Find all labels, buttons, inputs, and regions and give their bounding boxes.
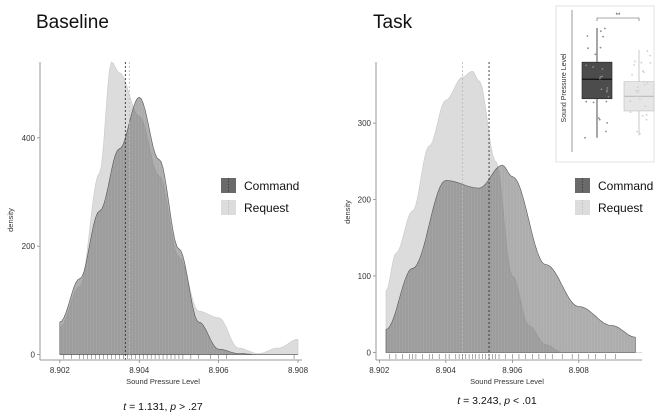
y-tick-label: 0 [367,348,372,357]
jitter-point [594,53,597,56]
y-tick-label: 400 [22,134,36,143]
x-tick-label: 8.908 [569,366,590,375]
jitter-point [646,50,649,52]
jitter-point [599,77,601,80]
jitter-point [649,54,651,57]
jitter-point [636,86,639,89]
jitter-point [585,64,588,67]
x-tick-label: 8.906 [502,366,523,375]
inset-boxplot: Sound Pressure Level ** [555,5,655,163]
jitter-point [602,35,605,38]
jitter-point [599,46,602,49]
jitter-point [606,90,608,93]
y-tick-label: 100 [358,272,372,281]
jitter-point [606,121,609,124]
panel-title: Task [373,12,413,33]
x-axis-title: Sound Pressure Level [470,377,544,386]
jitter-point [642,70,644,72]
jitter-point [629,111,632,113]
jitter-point [637,89,640,92]
density-texture [59,97,298,355]
jitter-point [606,89,608,92]
baseline-legend: Command Request [221,178,299,215]
x-tick-label: 8.904 [436,366,457,375]
y-tick-label: 300 [358,119,372,128]
jitter-point [587,47,589,50]
y-axis-title: density [343,200,352,224]
jitter-point [605,100,608,103]
jitter-point [584,136,586,139]
jitter-point [638,132,641,135]
x-tick-label: 8.902 [50,366,71,375]
jitter-point [600,88,603,91]
y-axis-title: density [6,208,15,232]
baseline-plot-area: 8.902 8.904 8.906 8.908 0 200 400 [22,61,309,375]
jitter-point [643,80,646,83]
jitter-point [629,100,632,102]
x-tick-label: 8.908 [288,366,309,375]
density-texture [386,165,636,353]
t-test-result: t = 3.243, p < .01 [457,395,537,407]
jitter-point [599,30,602,33]
task-legend: Command Request [575,178,653,215]
box-command [581,61,613,100]
significance-label: ** [616,13,621,19]
jitter-point [633,64,636,66]
inset-boxes [581,27,655,139]
jitter-point [645,118,648,121]
jitter-point [599,75,602,78]
jitter-point [598,118,601,121]
jitter-point [636,130,638,133]
jitter-point [634,60,636,63]
jitter-point [592,101,595,104]
jitter-point [645,114,648,116]
jitter-point [635,89,637,92]
y-tick-label: 200 [358,196,372,205]
jitter-point [644,105,647,108]
x-tick-label: 8.906 [209,366,230,375]
x-axis-title: Sound Pressure Level [126,377,200,386]
jitter-point [601,75,604,78]
jitter-point [649,61,652,64]
jitter-point [601,68,604,70]
jitter-point [640,61,643,64]
jitter-point [585,100,588,103]
task-plot-area: 8.902 8.904 8.906 8.908 0 100 200 300 [358,62,642,375]
jitter-point [586,35,589,37]
jitter-point [603,27,606,30]
panel-title: Baseline [36,12,109,33]
legend-label-request: Request [244,201,289,215]
legend-label-request: Request [598,201,643,215]
jitter-point [636,91,639,94]
x-tick-label: 8.902 [369,366,390,375]
jitter-point [606,87,609,89]
jitter-point [641,114,644,117]
t-test-result: t = 1.131, p > .27 [123,401,203,413]
task-panel: Task 8.902 8.904 8.906 8.908 0 100 200 300 dens… [343,12,653,407]
jitter-point [635,95,637,98]
jitter-point [605,130,607,133]
x-tick-label: 8.904 [129,366,150,375]
jitter-point [638,98,641,101]
jitter-point [631,73,634,76]
jitter-point [592,66,595,68]
legend-label-command: Command [598,179,653,193]
jitter-point [607,95,610,98]
jitter-point [646,82,649,85]
baseline-panel: Baseline 8.902 8.904 8.906 8.908 0 200 400 den… [6,12,309,413]
jitter-point [643,83,646,86]
significance-bracket [596,17,640,21]
y-tick-label: 0 [31,351,36,360]
y-tick-label: 200 [22,242,36,251]
legend-label-command: Command [244,179,299,193]
jitter-point [597,117,600,120]
inset-y-axis-title: Sound Pressure Level [561,53,568,122]
